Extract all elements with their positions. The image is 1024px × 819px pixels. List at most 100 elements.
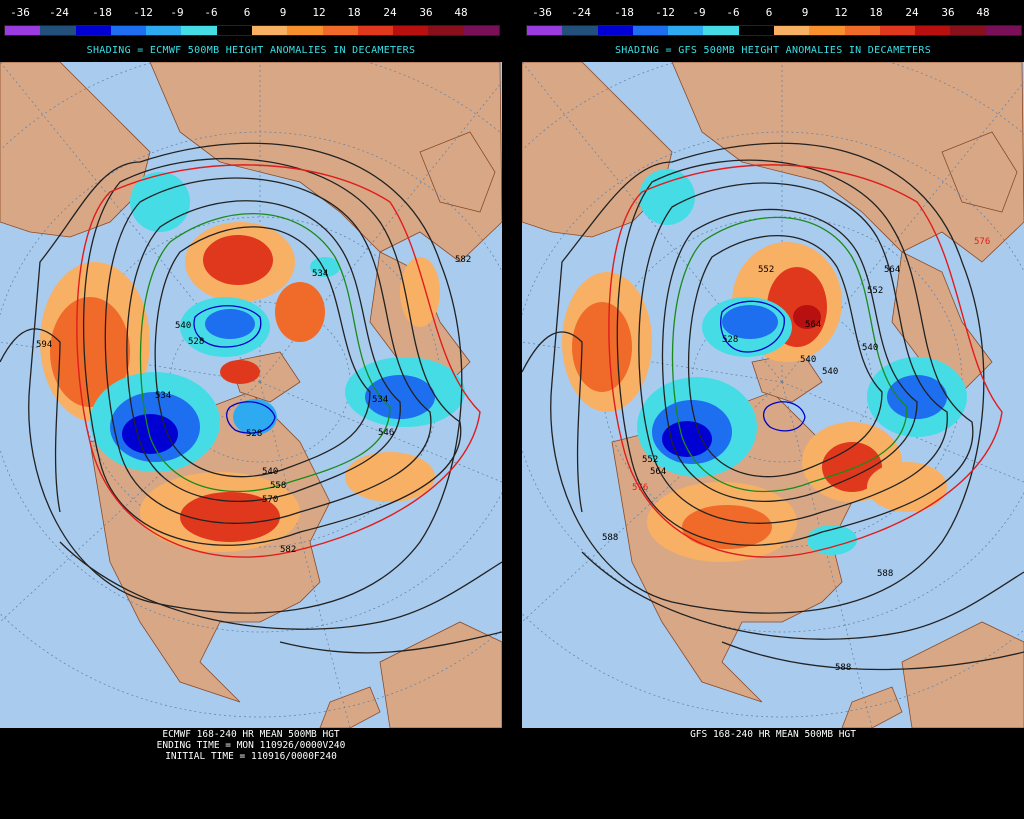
legend-swatch (844, 26, 880, 35)
legend-value: -9 (692, 6, 706, 19)
gfs-panel: -36 -24 -18 -12 -9 -6 6 9 12 18 24 36 48… (522, 0, 1024, 819)
negative-anomalies (637, 169, 967, 555)
contour-552 (139, 213, 391, 493)
contour-label: 588 (835, 663, 851, 673)
shading-title: SHADING = ECMWF 500MB HEIGHT ANOMALIES I… (86, 45, 416, 56)
contour-label: 588 (877, 569, 893, 579)
shading-title: SHADING = GFS 500MB HEIGHT ANOMALIES IN … (614, 45, 932, 56)
legend-values: -36 -24 -18 -12 -9 -6 6 9 12 18 24 36 48 (0, 7, 502, 19)
caption-line: GFS 168-240 HR MEAN 500MB HGT (690, 729, 856, 740)
contour-576 (76, 164, 481, 558)
legend-swatch (146, 26, 182, 35)
legend-swatch (251, 26, 288, 35)
legend-swatch (40, 26, 76, 35)
legend-swatch (357, 26, 394, 35)
legend-swatch (5, 26, 41, 35)
legend-value: -6 (726, 6, 740, 19)
legend-swatch (738, 26, 774, 35)
contour-low-1 (193, 305, 262, 348)
contour-label: 528 (722, 335, 738, 345)
legend-value: 36 (941, 6, 955, 19)
legend-value: 9 (801, 6, 809, 19)
legend-values: -36 -24 -18 -12 -9 -6 6 9 12 18 24 36 48 (522, 7, 1024, 19)
contour-label: 540 (262, 467, 278, 477)
legend-swatch (527, 26, 563, 35)
legend-value: 48 (976, 6, 990, 19)
legend-value: 12 (312, 6, 326, 19)
legend-value: -18 (92, 6, 112, 19)
contour-label: 528 (188, 337, 204, 347)
contour-label: 558 (270, 481, 286, 491)
legend-swatch (216, 26, 252, 35)
caption-line: ECMWF 168-240 HR MEAN 500MB HGT (162, 729, 340, 740)
legend-value: -24 (571, 6, 591, 19)
contour-label: 540 (822, 367, 838, 377)
legend-swatch (668, 26, 704, 35)
legend-value: -12 (655, 6, 675, 19)
legend-value: -6 (204, 6, 218, 19)
panel-divider (502, 0, 522, 819)
contour-label: 564 (805, 320, 821, 330)
caption-line: INITIAL TIME = 110916/0000F240 (165, 751, 337, 762)
legend-swatch (597, 26, 633, 35)
map-caption: ECMWF 168-240 HR MEAN 500MB HGT ENDING TI… (0, 729, 502, 762)
legend-value: 36 (419, 6, 433, 19)
legend-swatch (110, 26, 147, 35)
legend-value: -24 (49, 6, 69, 19)
legend-swatch (879, 26, 916, 35)
contour-label: 564 (884, 265, 900, 275)
contour-576 (608, 164, 1003, 558)
legend-value: -12 (133, 6, 153, 19)
gfs-map-svg: 576 564 552 552 564 528 540 540 540 552 … (522, 62, 1024, 728)
contour-label: 588 (602, 533, 618, 543)
contour-low-2 (226, 401, 276, 434)
caption-line: ENDING TIME = MON 110926/0000V240 (156, 740, 346, 751)
legend-value: -36 (10, 6, 30, 19)
legend-swatch (950, 26, 986, 35)
legend-swatch (985, 26, 1021, 35)
legend-swatch (181, 26, 217, 35)
legend-value: 18 (869, 6, 883, 19)
ecmwf-map-svg: 594 534 528 534 546 540 558 570 582 582 … (0, 62, 502, 728)
height-contours (0, 142, 502, 654)
contour-label: 552 (758, 265, 774, 275)
contour-labels: 576 564 552 552 564 528 540 540 540 552 … (602, 237, 990, 673)
contour-label: 534 (372, 395, 388, 405)
contour-label: 564 (650, 467, 666, 477)
ecmwf-panel: -36 -24 -18 -12 -9 -6 6 9 12 18 24 36 48… (0, 0, 502, 819)
legend-value: 9 (279, 6, 287, 19)
contour-label: 552 (867, 286, 883, 296)
legend-swatch (562, 26, 598, 35)
ecmwf-map: 594 534 528 534 546 540 558 570 582 582 … (0, 62, 502, 728)
legend-value: 24 (905, 6, 919, 19)
contour-label: 576 (632, 483, 648, 493)
legend-swatch (703, 26, 739, 35)
height-contours (522, 142, 1024, 671)
legend-value: 6 (243, 6, 251, 19)
legend-value: 12 (834, 6, 848, 19)
contour-label: 576 (974, 237, 990, 247)
contour-label: 552 (642, 455, 658, 465)
contour-label: 528 (246, 429, 262, 439)
contour-label: 540 (175, 321, 191, 331)
contour-label: 582 (455, 255, 471, 265)
contour-label: 540 (800, 355, 816, 365)
legend-swatch (773, 26, 810, 35)
contour-label: 570 (262, 495, 278, 505)
legend-value: 18 (347, 6, 361, 19)
legend-color-bar (4, 25, 500, 36)
legend-swatch (428, 26, 464, 35)
contour-low-1 (720, 300, 785, 353)
legend-color-bar (526, 25, 1022, 36)
contour-label: 534 (312, 269, 328, 279)
contour-labels: 594 534 528 534 546 540 558 570 582 582 … (36, 255, 471, 555)
legend-value: -36 (532, 6, 552, 19)
legend-swatch (287, 26, 323, 35)
legend-swatch (809, 26, 845, 35)
contour-label: 540 (862, 343, 878, 353)
legend-value: 48 (454, 6, 468, 19)
gfs-map: 576 564 552 552 564 528 540 540 540 552 … (522, 62, 1024, 728)
contour-label: 582 (280, 545, 296, 555)
legend-value: -9 (170, 6, 184, 19)
legend-value: 6 (765, 6, 773, 19)
